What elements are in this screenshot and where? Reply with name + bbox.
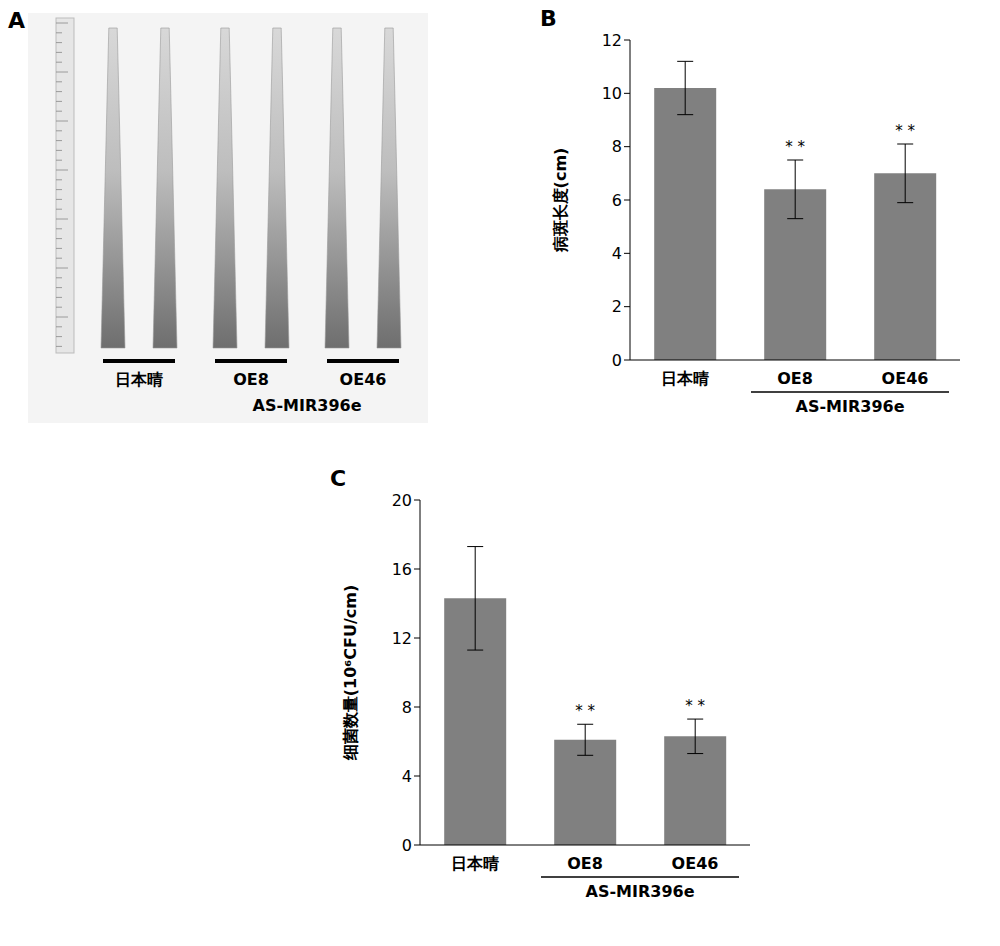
svg-text:AS-MIR396e: AS-MIR396e [253, 396, 362, 415]
svg-text:AS-MIR396e: AS-MIR396e [796, 397, 905, 416]
svg-text:12: 12 [602, 31, 622, 50]
svg-text:12: 12 [392, 629, 412, 648]
svg-text:细菌数量(10⁶CFU/cm): 细菌数量(10⁶CFU/cm) [341, 585, 360, 762]
svg-text:0: 0 [612, 351, 622, 370]
svg-text:OE46: OE46 [672, 854, 719, 873]
svg-text:* *: * * [785, 138, 805, 156]
svg-text:20: 20 [392, 491, 412, 510]
svg-text:8: 8 [612, 137, 622, 156]
svg-text:4: 4 [402, 767, 412, 786]
svg-text:日本晴: 日本晴 [451, 854, 499, 873]
svg-text:日本晴: 日本晴 [661, 369, 709, 388]
svg-text:10: 10 [602, 84, 622, 103]
svg-text:OE8: OE8 [777, 369, 813, 388]
svg-text:16: 16 [392, 560, 412, 579]
html-text:B: B [540, 6, 557, 31]
svg-text:* *: * * [575, 702, 595, 720]
svg-text:日本晴: 日本晴 [115, 370, 163, 389]
html-text:A: A [8, 8, 25, 33]
svg-text:AS-MIR396e: AS-MIR396e [586, 882, 695, 901]
svg-text:病斑长度(cm): 病斑长度(cm) [551, 148, 570, 254]
svg-text:OE8: OE8 [233, 370, 269, 389]
svg-text:* *: * * [685, 697, 705, 715]
svg-text:* *: * * [895, 122, 915, 140]
svg-text:6: 6 [612, 191, 622, 210]
svg-text:8: 8 [402, 698, 412, 717]
svg-text:0: 0 [402, 836, 412, 855]
svg-text:OE8: OE8 [567, 854, 603, 873]
svg-text:4: 4 [612, 244, 622, 263]
html-text:C: C [330, 466, 347, 491]
svg-text:OE46: OE46 [882, 369, 929, 388]
svg-text:OE46: OE46 [340, 370, 387, 389]
svg-text:2: 2 [612, 297, 622, 316]
